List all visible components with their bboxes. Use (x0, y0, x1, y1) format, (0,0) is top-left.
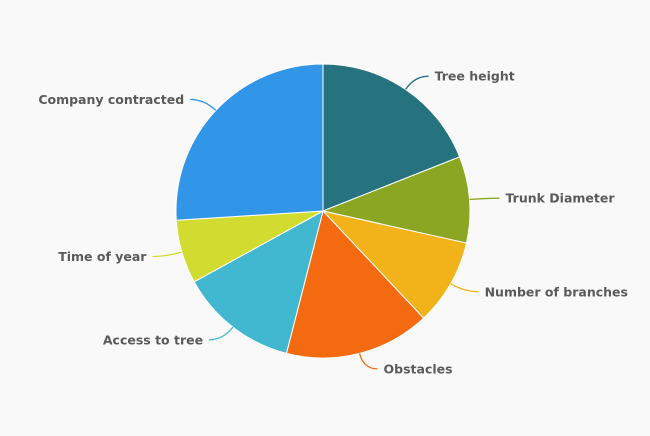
pie-connector-line (358, 353, 378, 370)
pie-slice[interactable] (175, 63, 324, 221)
pie-connector-line (209, 326, 234, 341)
pie-slices (175, 63, 471, 359)
pie-connector-line (152, 251, 183, 258)
pie-slice-label: Time of year (58, 249, 147, 264)
pie-slice[interactable] (322, 63, 461, 212)
pie-labels: Tree height Trunk Diameter Number of branc… (38, 69, 628, 377)
pie-slice[interactable] (321, 210, 468, 319)
pie-slice-label: Access to tree (103, 332, 203, 347)
pie-slice-label: Trunk Diameter (506, 191, 616, 206)
pie-connector-line (450, 283, 479, 293)
pie-connector-line (469, 197, 500, 201)
pie-slice-label: Tree height (435, 69, 515, 84)
pie-connector-line (405, 75, 429, 90)
pie-slice[interactable] (321, 156, 471, 244)
pie-slice-label: Number of branches (485, 284, 628, 299)
pie-connector-line (190, 98, 217, 111)
pie-slice-label: Obstacles (384, 361, 453, 376)
pie-slice[interactable] (285, 209, 425, 359)
pie-slice-label: Company contracted (38, 92, 184, 107)
